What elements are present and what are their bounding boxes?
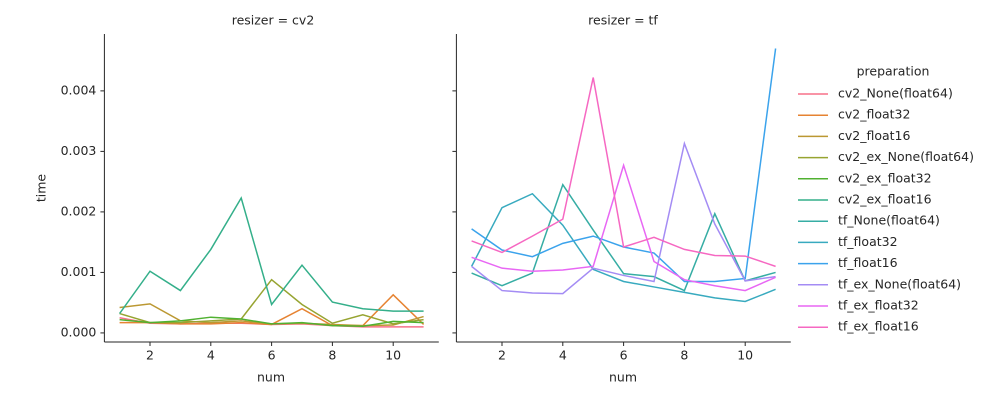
x-axis-label: num <box>257 370 285 385</box>
y-tick-label: 0.003 <box>61 143 97 158</box>
legend-label: tf_float16 <box>838 255 898 270</box>
legend-title: preparation <box>857 64 930 79</box>
legend-label: cv2_None(float64) <box>838 86 953 101</box>
y-tick-label: 0.002 <box>61 203 97 218</box>
series-line <box>471 182 776 292</box>
legend-label: tf_ex_float16 <box>838 319 919 334</box>
legend-label: tf_None(float64) <box>838 213 940 228</box>
x-tick-label: 4 <box>207 348 215 363</box>
x-tick-label: 10 <box>385 348 401 363</box>
legend-label: tf_ex_None(float64) <box>838 276 961 291</box>
x-tick-label: 8 <box>328 348 336 363</box>
y-tick-label: 0.000 <box>61 324 97 339</box>
series-line <box>471 77 776 268</box>
legend-label: cv2_float32 <box>838 107 910 122</box>
x-tick-label: 6 <box>268 348 276 363</box>
series-line <box>119 278 424 325</box>
series-line <box>119 316 424 328</box>
x-tick-label: 2 <box>498 348 506 363</box>
series-line <box>471 140 776 295</box>
x-tick-label: 6 <box>620 348 628 363</box>
panel-title: resizer = tf <box>588 13 658 28</box>
series-line <box>470 192 776 303</box>
series-line <box>118 196 424 314</box>
legend-label: cv2_float16 <box>838 128 911 143</box>
legend-label: cv2_ex_float32 <box>838 170 932 185</box>
panel-title: resizer = cv2 <box>232 13 315 28</box>
x-tick-label: 8 <box>680 348 688 363</box>
x-axis-label: num <box>609 370 637 385</box>
y-axis-label: time <box>34 174 49 203</box>
legend-label: tf_ex_float32 <box>838 298 919 313</box>
legend-label: cv2_ex_float16 <box>838 192 932 207</box>
y-tick-label: 0.001 <box>61 264 97 279</box>
legend-label: cv2_ex_None(float64) <box>838 149 974 164</box>
x-tick-label: 4 <box>559 348 567 363</box>
x-tick-label: 10 <box>737 348 753 363</box>
x-tick-label: 2 <box>146 348 154 363</box>
series-line <box>471 162 776 292</box>
legend-label: tf_float32 <box>838 234 898 249</box>
y-tick-label: 0.004 <box>61 82 97 97</box>
